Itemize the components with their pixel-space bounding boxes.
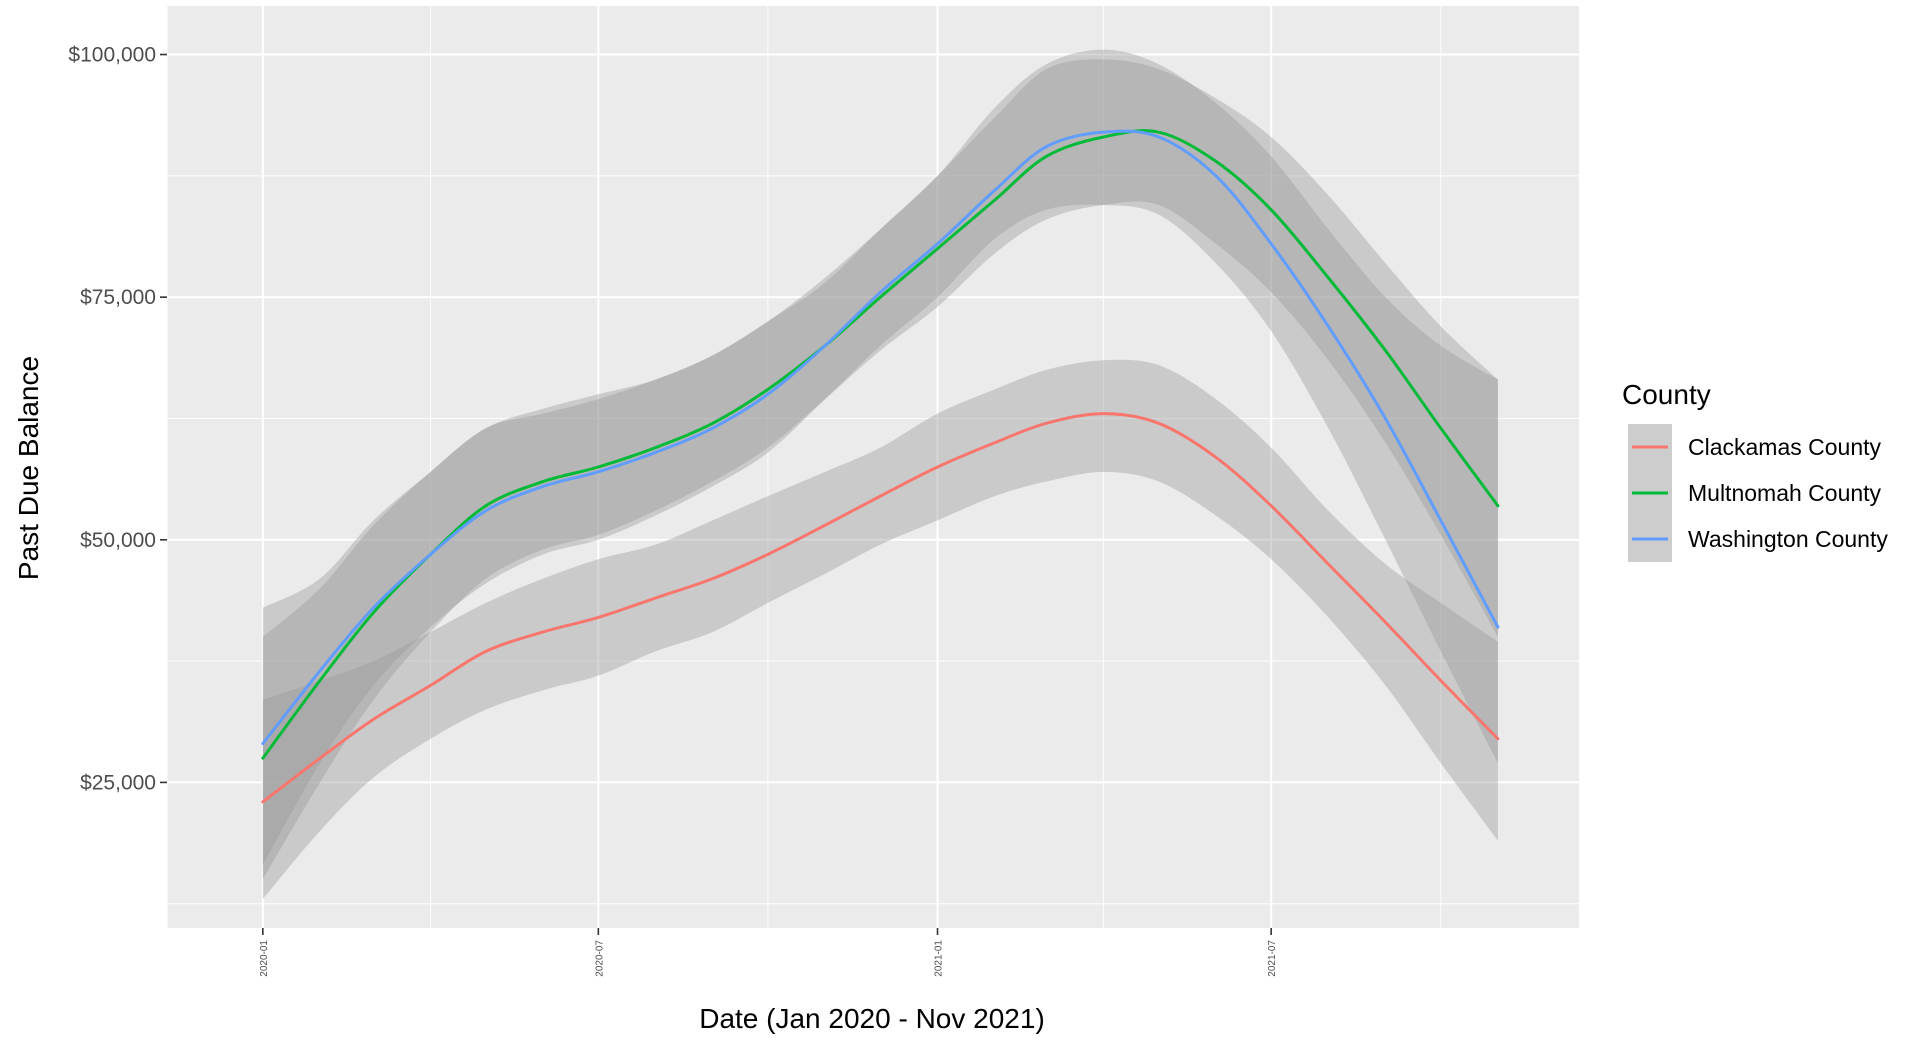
series-lines [261, 129, 1500, 804]
y-axis-title: Past Due Balance [13, 356, 44, 580]
confidence-bands [262, 49, 1498, 899]
x-axis-title: Date (Jan 2020 - Nov 2021) [699, 1003, 1045, 1034]
x-tick-label: 2021-07 [1267, 940, 1278, 977]
washington-county-confidence-band [262, 49, 1498, 865]
multnomah-county-confidence-band [262, 59, 1498, 880]
multnomah-county-line [261, 129, 1500, 760]
x-tick-label: 2020-01 [259, 940, 270, 977]
legend-title: County [1622, 379, 1711, 410]
legend-item-washington-county: Washington County [1628, 516, 1888, 562]
legend-label: Washington County [1688, 526, 1888, 552]
plot-panel [167, 6, 1579, 928]
clackamas-county-confidence-band [262, 359, 1498, 899]
legend-item-multnomah-county: Multnomah County [1628, 470, 1882, 516]
legend: County Clackamas County Multnomah County W… [1622, 379, 1888, 562]
x-tick-label: 2020-07 [594, 940, 605, 977]
clackamas-county-line [261, 412, 1500, 804]
legend-label: Multnomah County [1688, 480, 1882, 506]
y-tick-label: $100,000 [68, 44, 156, 67]
x-axis: 2020-01 2020-07 2021-01 2021-07 [259, 928, 1278, 977]
legend-items: Clackamas County Multnomah County Washingt… [1628, 424, 1888, 562]
y-axis: $25,000 $50,000 $75,000 $100,000 [68, 44, 167, 794]
grid-minor [166, 6, 1579, 928]
x-tick-label: 2021-01 [934, 940, 945, 977]
legend-label: Clackamas County [1688, 434, 1882, 460]
y-tick-label: $75,000 [80, 286, 156, 309]
washington-county-line [261, 129, 1500, 746]
y-tick-label: $25,000 [80, 771, 156, 794]
legend-item-clackamas-county: Clackamas County [1628, 424, 1882, 470]
y-tick-label: $50,000 [80, 529, 156, 552]
